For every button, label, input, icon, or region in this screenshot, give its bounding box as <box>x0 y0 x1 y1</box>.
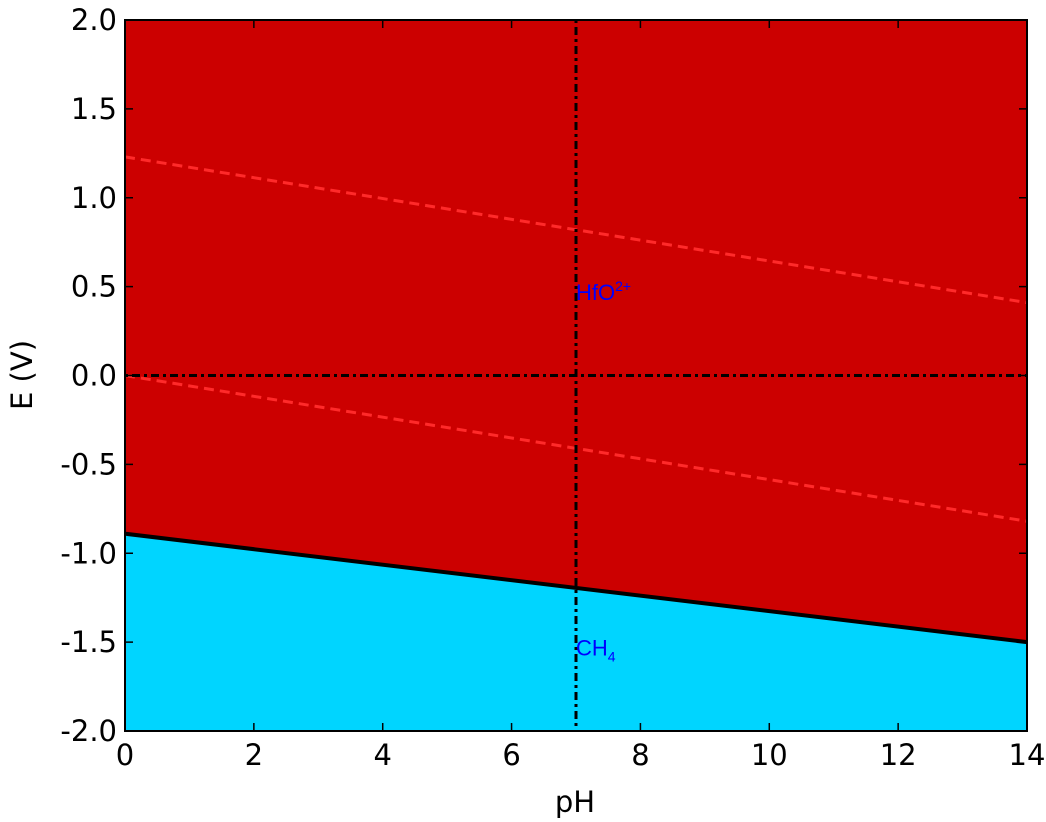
region-label-sup: 2+ <box>615 278 631 294</box>
y-tick-label: -1.5 <box>60 625 117 659</box>
region-label: CH4 <box>576 635 616 664</box>
region-label-sub: 4 <box>608 648 616 664</box>
y-tick-label: 2.0 <box>71 3 117 37</box>
y-tick-label: 1.0 <box>71 181 117 215</box>
region-label: HfO2+ <box>576 278 631 305</box>
x-axis-label: pH <box>555 785 595 819</box>
region-fill <box>125 533 1027 731</box>
x-tick-label: 4 <box>373 738 391 772</box>
region-label-text: HfO <box>576 280 615 305</box>
x-tick-label: 10 <box>751 738 788 772</box>
y-tick-label: -0.5 <box>60 447 117 481</box>
x-tick-label: 12 <box>880 738 917 772</box>
y-tick-label: -1.0 <box>60 536 117 570</box>
x-tick-label: 8 <box>631 738 649 772</box>
x-tick-label: 6 <box>502 738 520 772</box>
y-tick-label: -2.0 <box>60 714 117 748</box>
y-tick-label: 0.5 <box>71 270 117 304</box>
y-tick-label: 1.5 <box>71 92 117 126</box>
y-axis-label: E (V) <box>5 340 39 410</box>
x-tick-label: 0 <box>116 738 134 772</box>
y-tick-label: 0.0 <box>71 359 117 393</box>
x-tick-label: 14 <box>1009 738 1046 772</box>
x-tick-label: 2 <box>245 738 263 772</box>
boundary-line <box>124 531 1028 645</box>
region-label-text: CH <box>576 635 608 660</box>
